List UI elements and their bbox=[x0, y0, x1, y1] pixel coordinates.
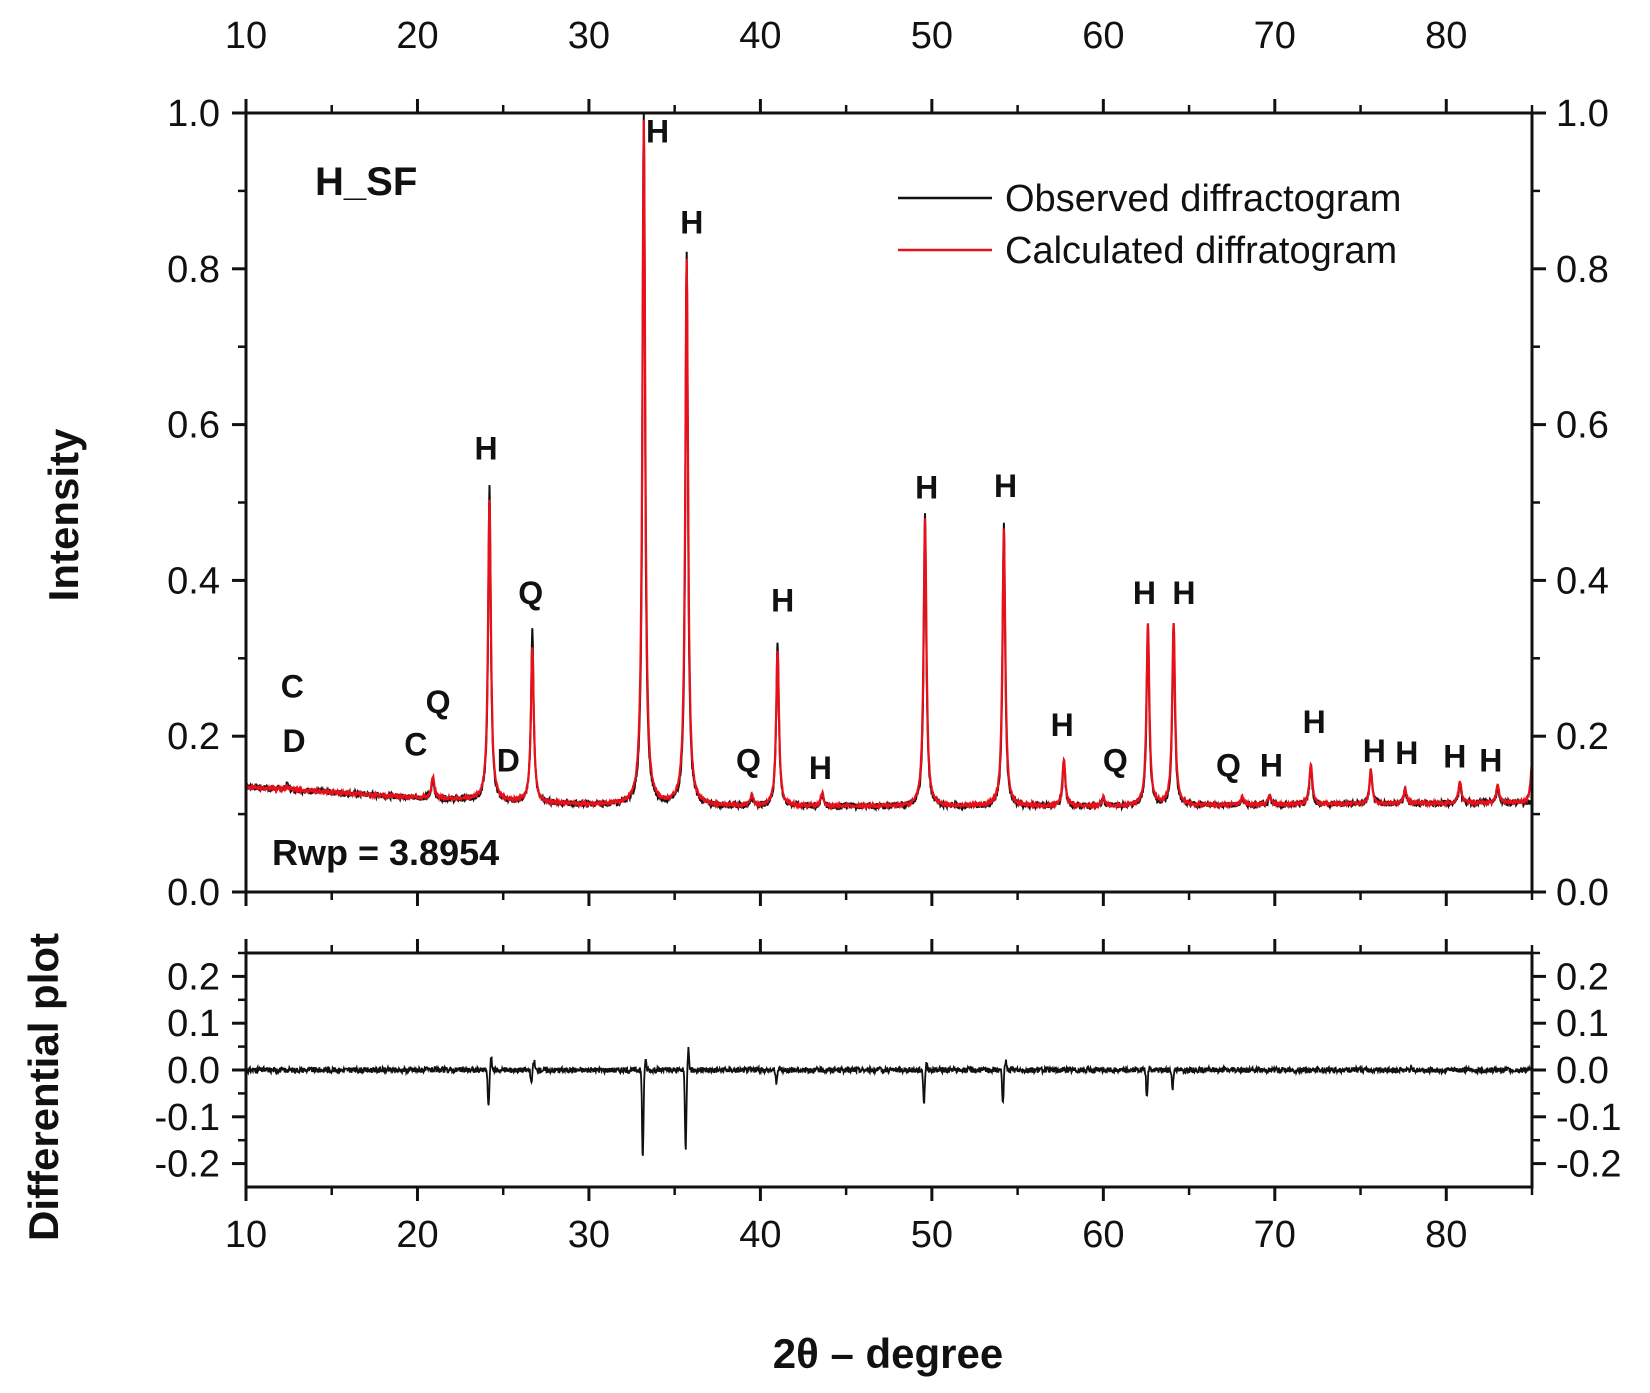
bottom-x-tick-label: 50 bbox=[911, 1214, 953, 1256]
difference-line bbox=[245, 1046, 1533, 1156]
left-y-tick-label: 1.0 bbox=[167, 93, 220, 135]
diff-right-y-tick-label: 0.2 bbox=[1556, 956, 1609, 998]
top-x-tick-label: 50 bbox=[911, 15, 953, 57]
phase-label-h: H bbox=[1051, 707, 1074, 743]
bottom-x-tick-label: 40 bbox=[739, 1214, 781, 1256]
top-x-tick-label: 80 bbox=[1425, 15, 1467, 57]
phase-label-c: C bbox=[404, 727, 427, 763]
top-x-tick-label: 70 bbox=[1254, 15, 1296, 57]
bottom-x-tick-label: 70 bbox=[1254, 1214, 1296, 1256]
diff-left-y-tick-label: 0.1 bbox=[167, 1003, 220, 1045]
diff-left-y-tick-label: -0.2 bbox=[155, 1144, 220, 1186]
top-x-tick-label: 10 bbox=[225, 15, 267, 57]
difference-plot-panel: 10 20 30 40 50 60 70 80 -0.2 -0.2 -0.1 -0.1 0.0 0.0 0.… bbox=[20, 933, 1621, 1256]
phase-label-h: H bbox=[1395, 735, 1418, 771]
difference-y-axis-title: Differential plot bbox=[20, 933, 67, 1241]
x-axis-title: 2θ – degree bbox=[773, 1330, 1004, 1377]
diff-left-y-tick-label: 0.0 bbox=[167, 1050, 220, 1092]
legend-observed-label: Observed diffractogram bbox=[1005, 178, 1401, 220]
diff-left-y-tick-label: 0.2 bbox=[167, 956, 220, 998]
phase-label-h: H bbox=[1172, 575, 1195, 611]
phase-label-q: Q bbox=[1216, 748, 1241, 784]
phase-label-h: H bbox=[994, 468, 1017, 504]
phase-label-h: H bbox=[809, 750, 832, 786]
top-x-tick-label: 60 bbox=[1082, 15, 1124, 57]
phase-label-h: H bbox=[474, 431, 497, 467]
legend-calculated-label: Calculated diffratogram bbox=[1005, 230, 1397, 272]
sample-label: H_SF bbox=[315, 160, 417, 204]
phase-label-h: H bbox=[680, 205, 703, 241]
diff-right-y-tick-label: -0.1 bbox=[1556, 1097, 1621, 1139]
right-y-tick-label: 0.2 bbox=[1556, 716, 1609, 758]
main-plot-panel: 10 20 30 40 50 60 70 80 0.0 0.0 0.2 0.2 0.4 0.4 0.6 0.6… bbox=[40, 15, 1609, 914]
phase-label-h: H bbox=[1133, 575, 1156, 611]
diff-right-y-tick-label: 0.0 bbox=[1556, 1050, 1609, 1092]
phase-label-h: H bbox=[771, 583, 794, 619]
phase-label-q: Q bbox=[736, 742, 761, 778]
difference-plot-frame bbox=[244, 951, 1534, 1189]
bottom-x-tick-label: 10 bbox=[225, 1214, 267, 1256]
bottom-x-tick-label: 60 bbox=[1082, 1214, 1124, 1256]
top-x-tick-label: 40 bbox=[739, 15, 781, 57]
diff-left-y-tick-label: -0.1 bbox=[155, 1097, 220, 1139]
rwp-label: Rwp = 3.8954 bbox=[272, 832, 499, 873]
left-y-tick-label: 0.6 bbox=[167, 405, 220, 447]
legend: Observed diffractogram Calculated diffra… bbox=[898, 178, 1401, 272]
diff-right-y-tick-label: -0.2 bbox=[1556, 1144, 1621, 1186]
right-y-tick-label: 0.6 bbox=[1556, 405, 1609, 447]
phase-label-q: Q bbox=[1103, 742, 1128, 778]
top-x-tick-label: 30 bbox=[568, 15, 610, 57]
bottom-x-tick-label: 30 bbox=[568, 1214, 610, 1256]
phase-label-q: Q bbox=[426, 684, 451, 720]
phase-label-h: H bbox=[1443, 738, 1466, 774]
bottom-x-tick-label: 80 bbox=[1425, 1214, 1467, 1256]
left-y-tick-label: 0.0 bbox=[167, 872, 220, 914]
left-y-tick-label: 0.2 bbox=[167, 716, 220, 758]
main-axis-ticks: 10 20 30 40 50 60 70 80 0.0 0.0 0.2 0.2 0.4 0.4 0.6 0.6… bbox=[167, 15, 1609, 914]
calculated-diffractogram-line bbox=[245, 119, 1534, 812]
calculated-series bbox=[245, 119, 1534, 812]
bottom-x-tick-label: 20 bbox=[396, 1214, 438, 1256]
right-y-tick-label: 0.4 bbox=[1556, 560, 1609, 602]
main-plot-frame bbox=[244, 111, 1534, 894]
right-y-tick-label: 0.8 bbox=[1556, 249, 1609, 291]
phase-label-h: H bbox=[646, 114, 669, 150]
difference-series bbox=[245, 1046, 1533, 1156]
phase-label-d: D bbox=[497, 742, 520, 778]
right-y-tick-label: 1.0 bbox=[1556, 93, 1609, 135]
phase-label-h: H bbox=[915, 470, 938, 506]
top-x-tick-label: 20 bbox=[396, 15, 438, 57]
left-y-tick-label: 0.4 bbox=[167, 560, 220, 602]
phase-label-h: H bbox=[1303, 704, 1326, 740]
phase-label-h: H bbox=[1479, 742, 1502, 778]
right-y-tick-label: 0.0 bbox=[1556, 872, 1609, 914]
phase-label-h: H bbox=[1363, 733, 1386, 769]
phase-label-q: Q bbox=[518, 575, 543, 611]
phase-label-c: C bbox=[281, 668, 304, 704]
left-y-tick-label: 0.8 bbox=[167, 249, 220, 291]
difference-axis-ticks: 10 20 30 40 50 60 70 80 -0.2 -0.2 -0.1 -0.1 0.0 0.0 0.… bbox=[155, 939, 1621, 1256]
y-axis-title: Intensity bbox=[40, 428, 87, 601]
phase-label-d: D bbox=[282, 723, 305, 759]
diff-right-y-tick-label: 0.1 bbox=[1556, 1003, 1609, 1045]
phase-label-h: H bbox=[1260, 748, 1283, 784]
